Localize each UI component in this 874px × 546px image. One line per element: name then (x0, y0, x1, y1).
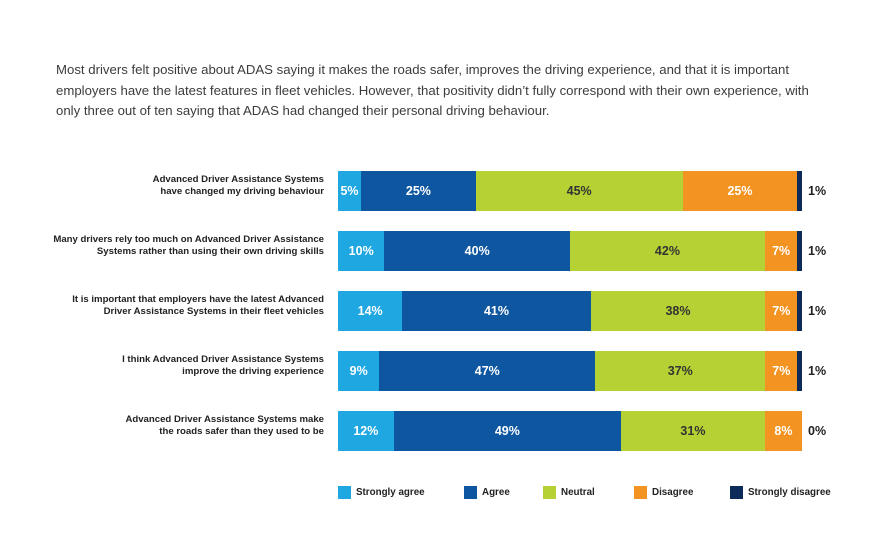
stacked-bar: 10% 40% 42% 7% (338, 231, 802, 271)
data-label: 45% (566, 184, 592, 198)
data-label: 5% (340, 184, 359, 198)
data-label: 12% (353, 424, 379, 438)
bar-segment-disagree (682, 171, 798, 211)
bar-segment-strongly-agree (338, 231, 385, 271)
bar-segment-strongly-agree (338, 351, 380, 391)
legend-swatch (464, 486, 477, 499)
category-label-line: have changed my driving behaviour (160, 186, 324, 197)
bar-row: It is important that employers have the … (0, 291, 874, 331)
category-label: Advanced Driver Assistance Systems have c… (4, 174, 324, 198)
bar-segment-neutral (590, 291, 766, 331)
bar-segment-neutral (621, 411, 765, 451)
bar-segment-agree (393, 411, 622, 451)
data-label-strongly-disagree: 1% (808, 364, 827, 378)
data-label: 25% (405, 184, 431, 198)
bar-segment-neutral (595, 351, 766, 391)
bar-segment-strongly-agree (338, 291, 403, 331)
bar-segment-disagree (764, 411, 802, 451)
data-label-strongly-disagree: 1% (808, 304, 827, 318)
data-label: 37% (667, 364, 693, 378)
data-label: 40% (464, 244, 490, 258)
legend-label: Strongly agree (356, 487, 425, 498)
category-label-line: It is important that employers have the … (72, 294, 324, 305)
bar-segment-strongly-disagree (797, 171, 802, 211)
data-label: 9% (349, 364, 368, 378)
data-label: 42% (654, 244, 680, 258)
stacked-bar: 9% 47% 37% 7% (338, 351, 802, 391)
category-label-line: Advanced Driver Assistance Systems (152, 174, 324, 185)
data-label: 7% (772, 244, 791, 258)
data-label: 8% (774, 424, 793, 438)
legend-swatch (730, 486, 743, 499)
bar-segment-agree (360, 171, 476, 211)
chart-legend: Strongly agree Agree Neutral Disagree Strong… (0, 486, 874, 500)
data-label: 7% (772, 364, 791, 378)
bar-row: I think Advanced Driver Assistance Syste… (0, 351, 874, 391)
category-label-line: Driver Assistance Systems in their fleet… (103, 306, 324, 317)
intro-paragraph: Most drivers felt positive about ADAS sa… (56, 62, 809, 118)
category-label: It is important that employers have the … (4, 294, 324, 318)
bar-segment-strongly-disagree (797, 291, 802, 331)
data-label-strongly-disagree: 1% (808, 184, 827, 198)
legend-label: Strongly disagree (748, 487, 831, 498)
stacked-bar: 12% 49% 31% 8% (338, 411, 802, 451)
data-label: 31% (680, 424, 706, 438)
bar-segment-disagree (764, 231, 798, 271)
category-label-line: I think Advanced Driver Assistance Syste… (122, 354, 324, 365)
legend-label: Disagree (652, 487, 694, 498)
bar-segment-agree (379, 351, 596, 391)
bar-row: Advanced Driver Assistance Systems have c… (0, 171, 874, 211)
bar-segment-strongly-agree (338, 171, 361, 211)
stacked-bar: 5% 25% 45% 25% (338, 171, 802, 211)
legend-swatch (634, 486, 647, 499)
data-label: 41% (483, 304, 509, 318)
legend-swatch (338, 486, 351, 499)
category-label: I think Advanced Driver Assistance Syste… (4, 354, 324, 378)
data-label-strongly-disagree: 0% (808, 424, 827, 438)
stacked-bar-chart: Advanced Driver Assistance Systems have c… (0, 160, 874, 470)
category-label-line: Advanced Driver Assistance Systems make (125, 414, 324, 425)
category-label-line: Systems rather than using their own driv… (96, 246, 324, 257)
data-label: 49% (494, 424, 520, 438)
category-label-line: improve the driving experience (182, 366, 324, 377)
data-label-strongly-disagree: 1% (808, 244, 827, 258)
bar-segment-neutral (475, 171, 683, 211)
bar-segment-neutral (570, 231, 765, 271)
bar-segment-disagree (765, 351, 798, 391)
data-label: 25% (727, 184, 753, 198)
bar-segment-strongly-agree (338, 411, 394, 451)
bar-segment-strongly-disagree (797, 231, 802, 271)
stacked-bar: 14% 41% 38% 7% (338, 291, 802, 331)
legend-label: Neutral (561, 487, 595, 498)
category-label-line: Many drivers rely too much on Advanced D… (53, 234, 324, 245)
bar-segment-disagree (765, 291, 798, 331)
legend-swatch (543, 486, 556, 499)
bar-row: Advanced Driver Assistance Systems make t… (0, 411, 874, 451)
data-label: 38% (665, 304, 691, 318)
category-label-line: the roads safer than they used to be (159, 426, 324, 437)
data-label: 14% (357, 304, 383, 318)
bar-segment-strongly-disagree (797, 351, 802, 391)
bar-segment-agree (384, 231, 570, 271)
category-label: Many drivers rely too much on Advanced D… (4, 234, 324, 258)
bar-segment-agree (402, 291, 591, 331)
data-label: 10% (348, 244, 374, 258)
data-label: 47% (474, 364, 500, 378)
data-label: 7% (772, 304, 791, 318)
legend-label: Agree (482, 487, 510, 498)
category-label: Advanced Driver Assistance Systems make t… (4, 414, 324, 438)
bar-row: Many drivers rely too much on Advanced D… (0, 231, 874, 271)
